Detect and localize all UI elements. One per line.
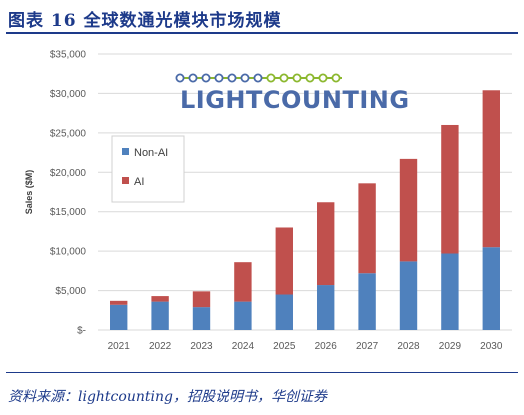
y-tick-label: $25,000 [50, 128, 87, 139]
bar-ai-2025 [275, 227, 293, 295]
y-tick-label: $30,000 [50, 89, 87, 100]
y-axis-ticks: $- $5,000 $10,000 $15,000 $20,000 $25,000 $30,… [50, 50, 87, 337]
x-tick-label: 2024 [232, 341, 255, 352]
bar-non-ai-2029 [441, 253, 459, 330]
bar-ai-2022 [151, 296, 169, 302]
legend-box [111, 135, 185, 203]
bar-ai-2028 [399, 158, 418, 262]
legend-label-non-ai: Non-AI [134, 147, 168, 159]
chart: $- $5,000 $10,000 $15,000 $20,000 $25,000 $30,… [24, 50, 512, 352]
x-tick-label: 2030 [480, 341, 503, 352]
bar-ai-2024 [234, 262, 252, 302]
bar-ai-2021 [110, 300, 128, 305]
source-divider [6, 372, 518, 373]
legend-swatch-ai [122, 177, 129, 184]
logo-dots-icon [175, 73, 342, 83]
x-tick-label: 2022 [149, 341, 172, 352]
bar-non-ai-2023 [192, 307, 211, 330]
bar-non-ai-2021 [110, 304, 128, 330]
bar-ai-2027 [358, 183, 376, 274]
x-tick-label: 2027 [356, 341, 379, 352]
bar-non-ai-2027 [358, 273, 376, 330]
x-tick-label: 2026 [315, 341, 338, 352]
y-tick-label: $15,000 [50, 207, 87, 218]
source-note: 资料来源：lightcounting，招股说明书，华创证券 [8, 389, 327, 405]
bar-non-ai-2024 [234, 301, 252, 330]
bar-ai-2026 [317, 202, 335, 286]
bars [110, 90, 500, 330]
bar-non-ai-2025 [275, 294, 293, 330]
bar-non-ai-2028 [399, 261, 418, 330]
bar-ai-2023 [192, 291, 211, 308]
y-tick-label: $- [77, 326, 86, 337]
bar-non-ai-2026 [317, 285, 335, 330]
logo-text: LIGHTCOUNTING [180, 86, 410, 114]
figure-title: 图表 16 全球数通光模块市场规模 [8, 11, 282, 31]
x-tick-label: 2029 [439, 341, 462, 352]
bar-non-ai-2022 [151, 301, 169, 330]
x-tick-label: 2028 [397, 341, 420, 352]
x-tick-label: 2023 [190, 341, 213, 352]
y-tick-label: $20,000 [50, 168, 87, 179]
bar-non-ai-2030 [482, 247, 500, 330]
legend-label-ai: AI [134, 176, 144, 188]
x-tick-label: 2021 [108, 341, 131, 352]
legend-swatch-non-ai [122, 148, 129, 155]
y-tick-label: $35,000 [50, 50, 87, 61]
y-tick-label: $5,000 [55, 286, 86, 297]
bar-ai-2030 [482, 90, 500, 248]
lightcounting-logo: LIGHTCOUNTING [175, 73, 410, 114]
bar-ai-2029 [441, 124, 459, 254]
x-tick-label: 2025 [273, 341, 296, 352]
y-axis-title: Sales ($M) [24, 170, 34, 215]
y-tick-label: $10,000 [50, 247, 87, 258]
legend: Non-AI AI [111, 135, 185, 203]
title-divider [6, 32, 518, 34]
x-axis-ticks: 2021 2022 2023 2024 2025 2026 2027 2028 2029 2030 [108, 341, 503, 352]
